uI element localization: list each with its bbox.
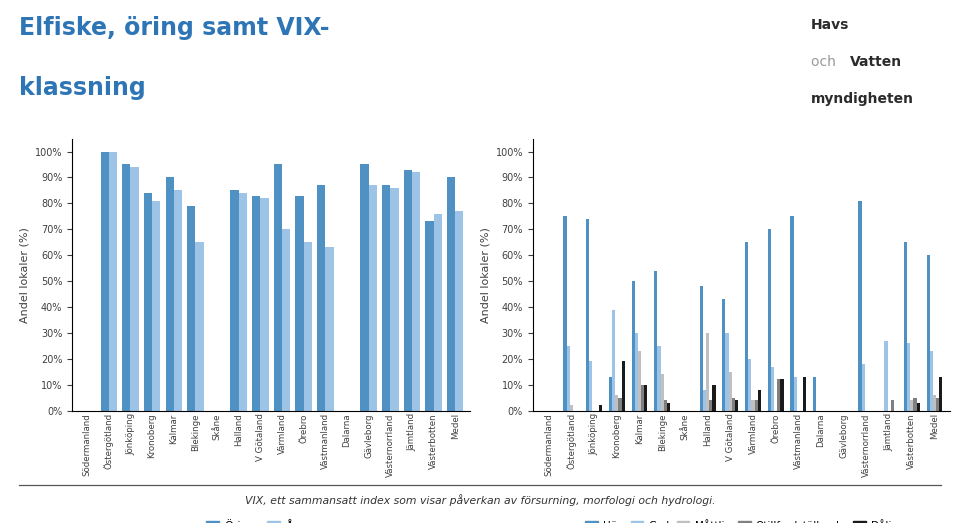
Bar [570, 405, 573, 411]
Bar [122, 165, 131, 411]
Bar [752, 400, 755, 411]
Bar [187, 206, 196, 411]
Bar [667, 403, 670, 411]
Bar [709, 400, 712, 411]
Bar [735, 400, 738, 411]
Bar [917, 403, 920, 411]
Bar [296, 196, 303, 411]
Bar [303, 242, 312, 411]
Bar [564, 217, 566, 411]
Bar [884, 340, 888, 411]
Bar [599, 405, 602, 411]
Bar [108, 152, 117, 411]
Bar [663, 400, 667, 411]
Bar [621, 361, 625, 411]
Bar [780, 380, 783, 411]
Bar [425, 221, 434, 411]
Bar [907, 343, 910, 411]
Bar [804, 377, 806, 411]
Bar [706, 333, 709, 411]
Bar [632, 281, 635, 411]
Y-axis label: Andel lokaler (%): Andel lokaler (%) [19, 226, 29, 323]
Bar [768, 229, 771, 411]
Text: Elfiske, öring samt VIX-: Elfiske, öring samt VIX- [19, 16, 329, 40]
Bar [587, 219, 589, 411]
Bar [732, 397, 735, 411]
Bar [360, 165, 369, 411]
Bar [910, 400, 913, 411]
Bar [434, 214, 442, 411]
Bar [729, 372, 732, 411]
Bar [637, 351, 641, 411]
Legend: Öring, Årsungar: Öring, Årsungar [205, 519, 337, 523]
Bar [589, 361, 592, 411]
Bar [382, 185, 391, 411]
Bar [813, 377, 816, 411]
Bar [260, 198, 269, 411]
Text: VIX, ett sammansatt index som visar påverkan av försurning, morfologi och hydrol: VIX, ett sammansatt index som visar påve… [245, 494, 715, 506]
Bar [618, 397, 621, 411]
Bar [391, 188, 398, 411]
Bar [778, 380, 780, 411]
Bar [757, 390, 761, 411]
Bar [904, 242, 907, 411]
Bar [239, 193, 247, 411]
Bar [615, 395, 618, 411]
Bar [755, 400, 757, 411]
Bar [609, 377, 612, 411]
Bar [635, 333, 637, 411]
Bar [722, 299, 726, 411]
Bar [660, 374, 663, 411]
Bar [858, 201, 862, 411]
Bar [174, 190, 182, 411]
Bar [165, 177, 174, 411]
Y-axis label: Andel lokaler (%): Andel lokaler (%) [480, 226, 490, 323]
Text: och: och [811, 55, 840, 69]
Text: klassning: klassning [19, 76, 146, 100]
Bar [703, 390, 706, 411]
Bar [891, 400, 894, 411]
Bar [252, 196, 260, 411]
Bar [748, 359, 752, 411]
Bar [144, 193, 152, 411]
Bar [152, 201, 160, 411]
Bar [913, 397, 917, 411]
Bar [101, 152, 108, 411]
Bar [712, 384, 715, 411]
Bar [939, 377, 943, 411]
Bar [566, 346, 570, 411]
Bar [726, 333, 729, 411]
Bar [131, 167, 138, 411]
Bar [641, 384, 644, 411]
Bar [790, 217, 794, 411]
Bar [929, 351, 933, 411]
Bar [404, 169, 412, 411]
Bar [274, 165, 282, 411]
Text: Havs: Havs [811, 18, 850, 32]
Bar [230, 190, 239, 411]
Bar [745, 242, 748, 411]
Bar [455, 211, 464, 411]
Text: Vatten: Vatten [850, 55, 901, 69]
Bar [926, 255, 929, 411]
Bar [412, 172, 420, 411]
Bar [658, 346, 660, 411]
Bar [612, 310, 615, 411]
Bar [317, 185, 325, 411]
Bar [771, 367, 774, 411]
Legend: Hög, God, Måttlig, Otillfredställande, Dålig: Hög, God, Måttlig, Otillfredställande, D… [586, 519, 898, 523]
Bar [794, 377, 797, 411]
Bar [196, 242, 204, 411]
Bar [936, 397, 939, 411]
Bar [325, 247, 333, 411]
Bar [282, 229, 290, 411]
Bar [933, 395, 936, 411]
Bar [644, 384, 647, 411]
Bar [369, 185, 377, 411]
Bar [862, 364, 865, 411]
Bar [447, 177, 455, 411]
Bar [700, 286, 703, 411]
Text: myndigheten: myndigheten [811, 92, 914, 106]
Bar [654, 271, 658, 411]
